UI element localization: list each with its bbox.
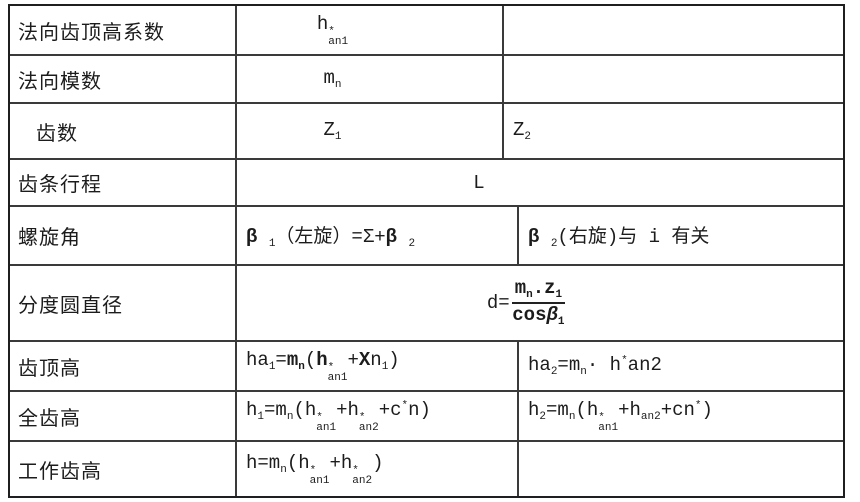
value-cell-empty (502, 56, 843, 102)
row-label-cell: 法向模数 (10, 56, 235, 102)
row-label-cell: 齿条行程 (10, 160, 235, 205)
formula: β 2(右旋)与 i 有关 (528, 226, 710, 250)
row-label-cell: 法向齿顶高系数 (10, 6, 235, 54)
value-cell: β 2(右旋)与 i 有关 (517, 207, 843, 264)
value-cell: h2=mn(h * an1 +han2+cn*) (517, 392, 843, 440)
formula: Z2 (513, 119, 532, 143)
table-row: 法向齿顶高系数 h * an1 (10, 6, 843, 54)
fraction-denominator: cosβ1 (512, 304, 565, 328)
formula: h=mn(h * an1 +h * an2) (246, 451, 384, 487)
merged-value-cell: d= mn.z1 cosβ1 (235, 266, 843, 340)
table-row: 全齿高 h1=mn(h * an1 +h * an2 +c*n) h2=mn(h * an1 +h… (10, 390, 843, 440)
value-cell: Z1 (235, 104, 502, 158)
formula: h1=mn(h * an1 +h * an2 +c*n) (246, 398, 431, 434)
value-cell: β 1（左旋）=Σ+β 2 (235, 207, 517, 264)
row-label: 齿条行程 (18, 174, 102, 196)
value-cell: h1=mn(h * an1 +h * an2 +c*n) (235, 392, 517, 440)
formula: ha2=mn· h*an2 (528, 354, 662, 378)
formula-lead: d= (486, 292, 510, 314)
table-row: 齿条行程 L (10, 158, 843, 205)
row-label: 分度圆直径 (18, 294, 123, 317)
formula: Z1 (323, 119, 342, 143)
value-cell-empty (502, 6, 843, 54)
table-row: 齿顶高 ha1=mn(h * an1 +Xn1) ha2=mn· h*an2 (10, 340, 843, 390)
row-label-cell: 工作齿高 (10, 442, 235, 496)
formula: h * an1 (316, 12, 349, 48)
row-label: 工作齿高 (18, 460, 102, 483)
formula: ha1=mn(h * an1 +Xn1) (246, 348, 400, 384)
value-cell-empty (517, 442, 843, 496)
value-cell: Z2 (502, 104, 843, 158)
merged-value-cell: L (235, 160, 843, 205)
row-label-cell: 螺旋角 (10, 207, 235, 264)
row-label: 螺旋角 (18, 227, 81, 249)
formula: L (473, 171, 485, 194)
table-row: 螺旋角 β 1（左旋）=Σ+β 2 β 2(右旋)与 i 有关 (10, 205, 843, 264)
row-label: 齿数 (36, 122, 78, 145)
row-label-cell: 齿数 (10, 104, 235, 158)
formula: β 1（左旋）=Σ+β 2 (246, 226, 416, 250)
row-label-cell: 全齿高 (10, 392, 235, 440)
row-label: 全齿高 (18, 407, 81, 430)
value-cell: ha1=mn(h * an1 +Xn1) (235, 342, 517, 390)
table-row: 齿数 Z1 Z2 (10, 102, 843, 158)
row-label: 齿顶高 (18, 357, 81, 380)
fraction: mn.z1 cosβ1 (511, 277, 566, 328)
row-label: 法向齿顶高系数 (18, 21, 165, 44)
formula: mn (323, 67, 342, 91)
row-label-cell: 分度圆直径 (10, 266, 235, 340)
table-row: 分度圆直径 d= mn.z1 cosβ1 (10, 264, 843, 340)
value-cell: h=mn(h * an1 +h * an2) (235, 442, 517, 496)
gear-parameter-table: 法向齿顶高系数 h * an1 法向模数 mn 齿数 Z1 Z2 (8, 4, 845, 498)
value-cell: ha2=mn· h*an2 (517, 342, 843, 390)
row-label: 法向模数 (18, 70, 102, 93)
fraction-numerator: mn.z1 (511, 277, 566, 304)
formula: h2=mn(h * an1 +han2+cn*) (528, 398, 713, 434)
value-cell: h * an1 (235, 6, 502, 54)
value-cell: mn (235, 56, 502, 102)
table-row: 法向模数 mn (10, 54, 843, 102)
row-label-cell: 齿顶高 (10, 342, 235, 390)
table-row: 工作齿高 h=mn(h * an1 +h * an2) (10, 440, 843, 496)
